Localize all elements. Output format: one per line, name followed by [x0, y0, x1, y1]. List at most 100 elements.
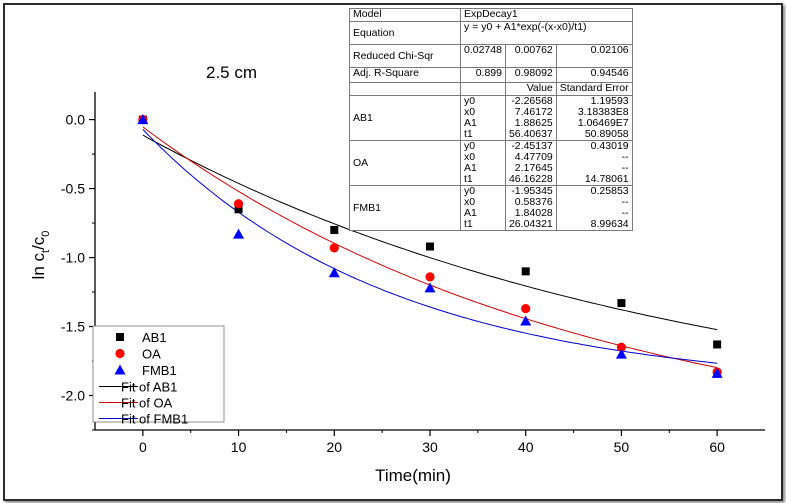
- errors-ab1: 1.19593 3.18383E8 1.06469E7 50.89058: [555, 95, 633, 141]
- x-axis-label: Time(min): [375, 466, 451, 485]
- legend-label: Fit of OA: [121, 396, 173, 411]
- values-ab1: -2.26568 7.46172 1.88625 56.40637: [504, 95, 557, 141]
- data-point-fmb1: [137, 114, 149, 125]
- param: y0: [464, 140, 476, 152]
- legend-marker-oa: [115, 348, 125, 359]
- param: x0: [464, 106, 476, 118]
- params-ab1: y0 x0 A1 t1: [460, 95, 506, 141]
- x-tick-label: 30: [422, 439, 438, 455]
- data-point-fmb1: [328, 267, 340, 278]
- y-tick-label: -1.0: [61, 250, 85, 266]
- error: --: [621, 196, 629, 208]
- error: 1.19593: [590, 95, 629, 107]
- data-point-fmb1: [233, 228, 245, 239]
- legend-label: OA: [142, 347, 161, 362]
- param: A1: [464, 207, 477, 219]
- x-tick-label: 10: [231, 439, 247, 455]
- x-tick-label: 40: [518, 439, 534, 455]
- value: 0.58376: [514, 196, 553, 208]
- chisq-oa: 0.00762: [504, 44, 557, 68]
- value: 1.84028: [514, 207, 553, 219]
- values-oa: -2.45137 4.47709 2.17645 46.16228: [504, 140, 557, 186]
- error: --: [621, 162, 629, 174]
- equation-value: y = y0 + A1*exp(-(x-x0)/t1): [460, 21, 633, 45]
- data-point-fmb1: [424, 282, 436, 293]
- error: 50.89058: [584, 128, 629, 140]
- param: t1: [464, 218, 473, 230]
- data-point-ab1: [713, 340, 722, 349]
- value: 56.40637: [508, 128, 553, 140]
- param: A1: [464, 162, 477, 174]
- legend-label: Fit of AB1: [121, 380, 177, 395]
- value: -1.95345: [511, 185, 553, 197]
- y-axis-label: ln ct/c0: [29, 231, 52, 280]
- error: 0.43019: [590, 140, 629, 152]
- chisq-ab1: 0.02748: [460, 44, 506, 68]
- value: 4.47709: [514, 151, 553, 163]
- x-tick-label: 20: [326, 439, 342, 455]
- data-point-oa: [329, 243, 339, 253]
- value-header: Value: [504, 82, 557, 96]
- error: --: [621, 151, 629, 163]
- data-point-oa: [425, 272, 435, 282]
- values-fmb1: -1.95345 0.58376 1.84028 26.04321: [504, 185, 557, 231]
- data-point-oa: [616, 342, 627, 352]
- data-point-fmb1: [520, 315, 532, 326]
- params-oa: y0 x0 A1 t1: [460, 140, 506, 186]
- y-tick-label: 0.0: [66, 112, 86, 128]
- legend-marker-ab1: [116, 333, 124, 341]
- params-fmb1: y0 x0 A1 t1: [460, 185, 506, 231]
- data-point-ab1: [426, 242, 434, 251]
- model-label: Model: [349, 8, 461, 22]
- value: 7.46172: [514, 106, 553, 118]
- legend-label: FMB1: [142, 363, 177, 378]
- param: x0: [464, 151, 476, 163]
- x-tick-label: 50: [614, 439, 630, 455]
- r2-fmb1: 0.94546: [555, 67, 633, 83]
- data-point-ab1: [521, 267, 530, 276]
- error: 14.78061: [584, 173, 629, 185]
- error: 8.99634: [590, 218, 629, 230]
- chisq-fmb1: 0.02106: [555, 44, 633, 68]
- value: 2.17645: [514, 162, 553, 174]
- value: 46.16228: [508, 173, 553, 185]
- y-label-mid: /c: [29, 236, 48, 250]
- data-point-fmb1: [711, 367, 723, 378]
- error: 3.18383E8: [577, 106, 629, 118]
- data-point-ab1: [617, 299, 626, 308]
- data-point-ab1: [330, 225, 339, 234]
- x-tick-label: 60: [709, 439, 725, 455]
- data-points: [137, 114, 723, 378]
- y-label-sub2: 0: [40, 231, 52, 237]
- error-header: Standard Error: [555, 82, 633, 96]
- data-point-ab1: [234, 205, 243, 214]
- svg-text:ln ct/c0: ln ct/c0: [29, 231, 52, 280]
- y-tick-label: -1.5: [61, 319, 85, 335]
- value: 26.04321: [508, 218, 553, 230]
- x-tick-label: 0: [139, 439, 147, 455]
- param: t1: [464, 128, 473, 140]
- equation-label: Equation: [349, 21, 461, 45]
- value: 1.88625: [514, 117, 553, 129]
- r2-oa: 0.98092: [504, 67, 557, 83]
- group-label-fmb1: FMB1: [349, 185, 461, 231]
- errors-fmb1: 0.25853 -- -- 8.99634: [555, 185, 633, 231]
- fit-results-table: Model ExpDecay1 Equation y = y0 + A1*exp…: [349, 8, 633, 231]
- value: -2.45137: [511, 140, 553, 152]
- y-tick-label: -2.0: [61, 388, 85, 404]
- chart-title: 2.5 cm: [206, 63, 257, 82]
- y-tick-label: -0.5: [61, 181, 85, 197]
- chisq-label: Reduced Chi-Sqr: [349, 44, 461, 68]
- legend-label: Fit of FMB1: [121, 412, 188, 427]
- errors-oa: 0.43019 -- -- 14.78061: [555, 140, 633, 186]
- model-value: ExpDecay1: [460, 8, 633, 22]
- param: x0: [464, 196, 476, 208]
- r2-label: Adj. R-Square: [349, 67, 461, 83]
- error: 1.06469E7: [577, 117, 629, 129]
- value: -2.26568: [511, 95, 553, 107]
- error: --: [621, 207, 629, 219]
- group-label-ab1: AB1: [349, 95, 461, 141]
- legend-label: AB1: [142, 330, 167, 345]
